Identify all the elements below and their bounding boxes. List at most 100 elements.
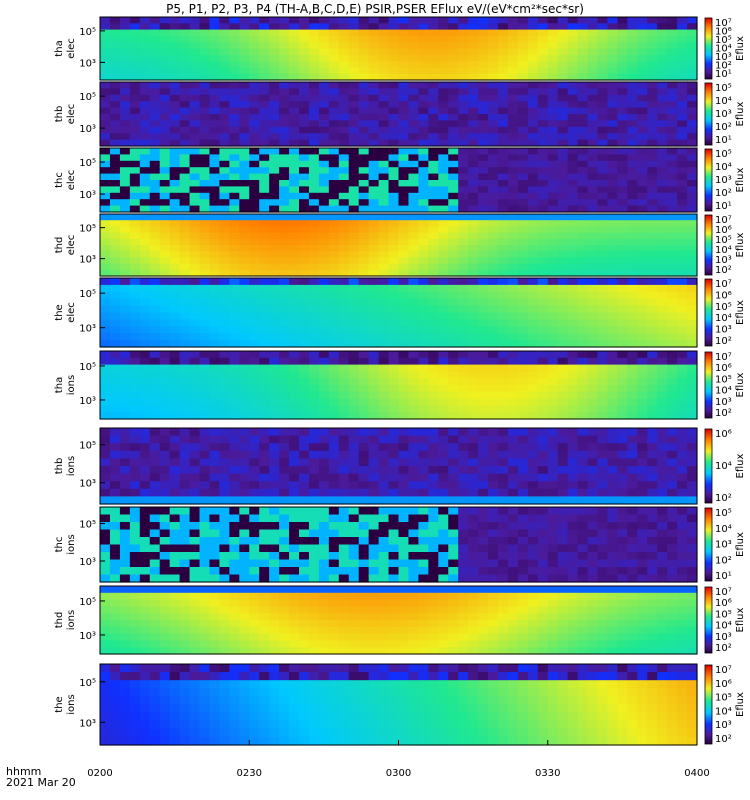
panel-frame: [99, 350, 698, 420]
panel-ylabel-species: ions: [66, 694, 77, 714]
colorbar-tick-label: 10²: [715, 643, 732, 654]
colorbar: [704, 428, 713, 504]
panel-ylabel-probe: thb: [54, 458, 65, 475]
panel-ylabel-species: ions: [66, 534, 77, 554]
colorbar-tick-label: 10²: [715, 555, 732, 566]
panel-ylabel-species: elec: [66, 235, 77, 256]
colorbar-tick-label: 10²: [715, 336, 732, 347]
panel-frame: [99, 213, 698, 277]
colorbar-tick-label: 10⁴: [715, 162, 732, 173]
panel-ylabel-species: elec: [66, 302, 77, 323]
colorbar-label: Eflux: [735, 36, 746, 61]
panel-the-ions: 10⁵ 10³ the ions 10⁷ 10⁶ 10⁵ 10⁴ 10³ 10² Eflux: [54, 663, 746, 746]
x-axis-label: hhmm 2021 Mar 20: [6, 766, 76, 788]
y-tick-label: 10⁵: [79, 441, 96, 452]
panel-ylabel-probe: thd: [54, 237, 65, 254]
colorbar-tick-label: 10⁶: [715, 598, 732, 609]
panel-ylabel-probe: the: [54, 304, 65, 320]
colorbar-tick-label: 10⁶: [715, 679, 732, 690]
colorbar-tick-label: 10⁶: [715, 429, 732, 440]
y-tick-label: 10³: [79, 58, 96, 69]
x-tick-label: 0330: [535, 768, 560, 779]
x-tick-label: 0230: [237, 768, 262, 779]
colorbar: [704, 148, 713, 212]
colorbar-tick-label: 10⁴: [715, 313, 732, 324]
y-tick-label: 10⁵: [79, 224, 96, 235]
panel-frame: [99, 427, 698, 505]
colorbar-tick-label: 10²: [715, 61, 732, 72]
colorbar-tick-label: 10⁷: [715, 279, 732, 290]
y-tick-label: 10³: [79, 124, 96, 135]
colorbar: [704, 351, 713, 419]
panel-ylabel-probe: thc: [54, 537, 65, 553]
colorbar-tick-label: 10⁵: [715, 35, 732, 46]
x-tick-label: 0300: [386, 768, 411, 779]
colorbar: [704, 82, 713, 146]
colorbar-label: Eflux: [735, 532, 746, 557]
colorbar-tick-label: 10³: [715, 109, 732, 120]
panel-frame: [99, 506, 698, 583]
panel-ylabel-species: elec: [66, 104, 77, 125]
colorbar-tick-label: 10³: [715, 255, 732, 266]
panel-ylabel-probe: the: [54, 696, 65, 712]
panel-ylabel-probe: thb: [54, 106, 65, 123]
y-tick-label: 10⁵: [79, 27, 96, 38]
colorbar-tick-label: 10²: [715, 493, 732, 504]
colorbar-tick-label: 10³: [715, 397, 732, 408]
x-axis-label-date: 2021 Mar 20: [6, 776, 76, 789]
colorbar-tick-label: 10⁴: [715, 245, 732, 256]
colorbar-tick-label: 10⁴: [715, 524, 732, 535]
colorbar-tick-label: 10⁵: [715, 83, 732, 94]
colorbar-tick-label: 10³: [715, 540, 732, 551]
y-tick-label: 10⁵: [79, 678, 96, 689]
colorbar-tick-label: 10⁴: [715, 461, 732, 472]
colorbar: [704, 278, 713, 347]
y-tick-label: 10³: [79, 255, 96, 266]
panel-frame: [99, 81, 698, 147]
x-axis-label-hhmm: hhmm: [6, 765, 42, 778]
colorbar: [704, 507, 713, 582]
y-tick-label: 10⁵: [79, 158, 96, 169]
colorbar-tick-label: 10⁷: [715, 215, 732, 226]
y-tick-label: 10³: [79, 396, 96, 407]
colorbar-label: Eflux: [735, 232, 746, 257]
y-tick-label: 10⁵: [79, 520, 96, 531]
colorbar-tick-label: 10²: [715, 408, 732, 419]
colorbar-tick-label: 10¹: [715, 135, 732, 146]
panel-ylabel-species: ions: [66, 375, 77, 395]
colorbar-tick-label: 10⁷: [715, 18, 732, 29]
panel-ylabel-species: elec: [66, 170, 77, 191]
colorbar-tick-label: 10¹: [715, 201, 732, 212]
colorbar: [704, 17, 713, 80]
colorbar-label: Eflux: [735, 101, 746, 126]
colorbar-label: Eflux: [735, 300, 746, 325]
colorbar-tick-label: 10³: [715, 632, 732, 643]
panel-ylabel-species: elec: [66, 38, 77, 59]
colorbar-tick-label: 10²: [715, 265, 732, 276]
colorbar: [704, 586, 713, 654]
colorbar-label: Eflux: [735, 372, 746, 397]
y-tick-label: 10³: [79, 718, 96, 729]
colorbar-tick-label: 10⁶: [715, 225, 732, 236]
panel-frame: [99, 147, 698, 213]
y-tick-label: 10³: [79, 190, 96, 201]
colorbar: [704, 214, 713, 276]
colorbar-tick-label: 10²: [715, 122, 732, 133]
y-tick-label: 10⁵: [79, 362, 96, 373]
panel-ylabel-species: ions: [66, 610, 77, 630]
x-tick-label: 0400: [684, 768, 709, 779]
y-tick-label: 10³: [79, 324, 96, 335]
panel-ylabel-species: ions: [66, 456, 77, 476]
colorbar-tick-label: 10¹: [715, 69, 732, 80]
colorbar-tick-label: 10²: [715, 734, 732, 745]
colorbar-tick-label: 10³: [715, 52, 732, 63]
panel-frame: [99, 16, 698, 81]
